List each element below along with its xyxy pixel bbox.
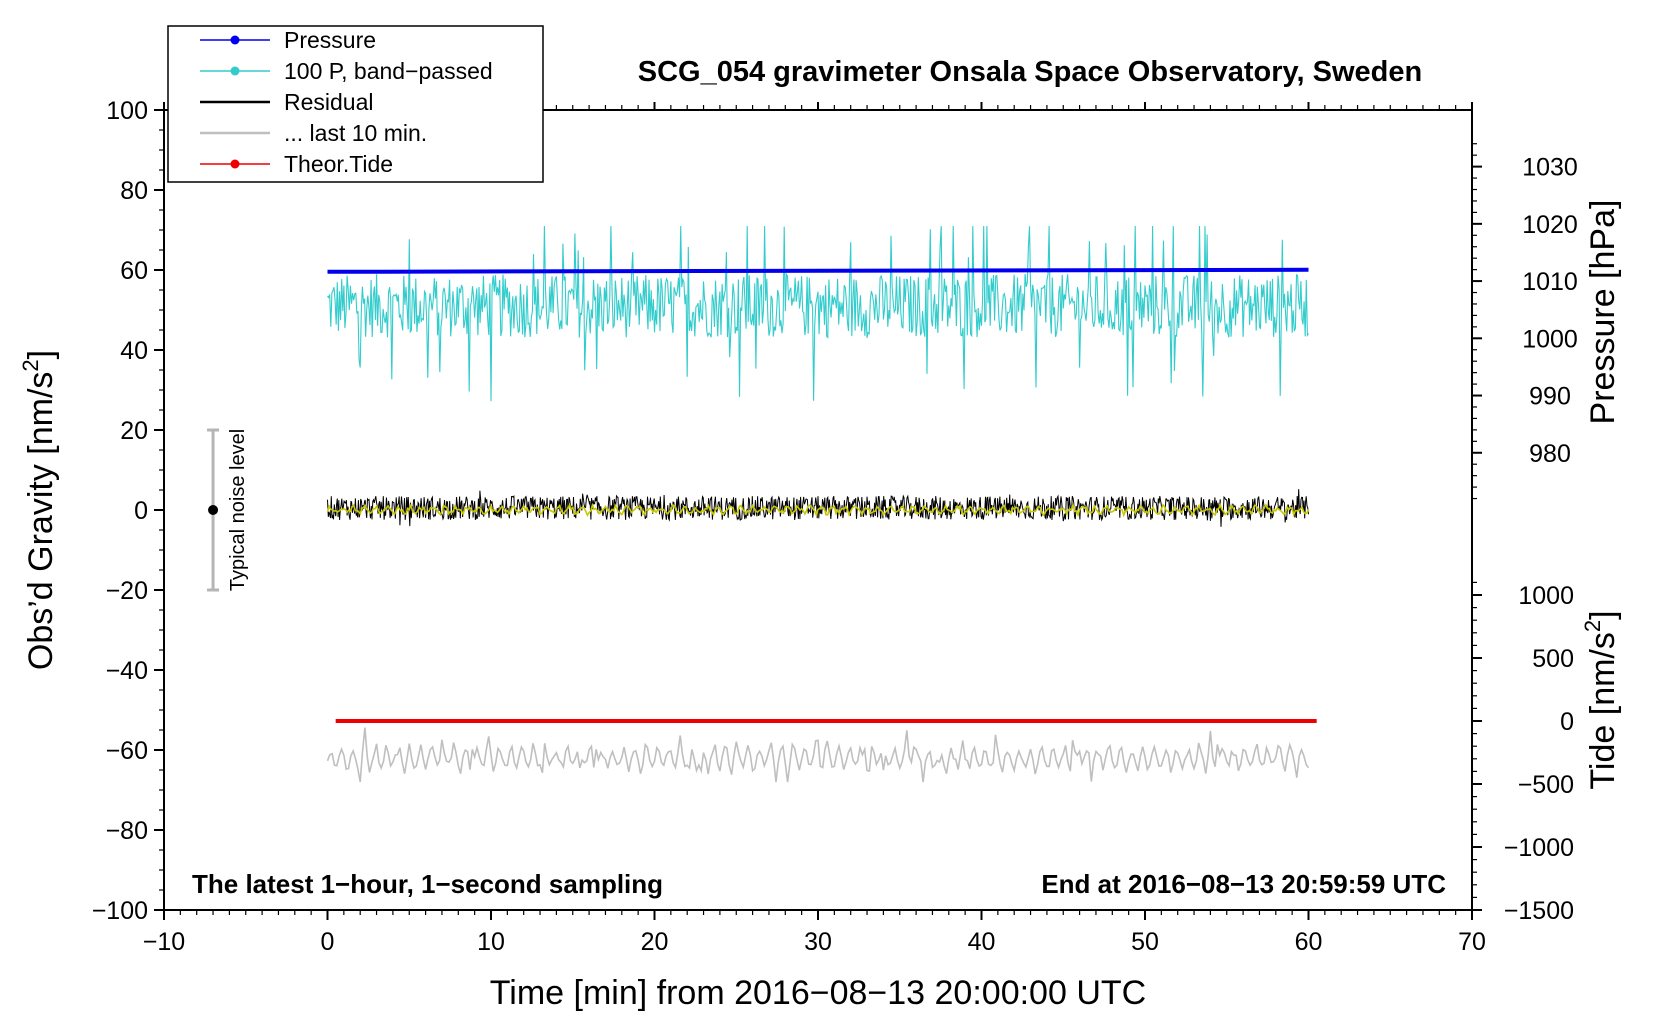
pressure-tick-label: 1020 [1522, 211, 1578, 239]
y-axis-label-gravity-text: Obs’d Gravity [nm/s [22, 372, 60, 671]
legend-marker [230, 66, 240, 76]
series-layer [326, 225, 1317, 783]
tide-tick-label: 500 [1532, 645, 1574, 673]
noise-level-marker: Typical noise level [207, 428, 249, 592]
y-axis-label-tide-close: ] [1584, 610, 1622, 619]
series-last-10-min [326, 727, 1310, 783]
legend-label: Residual [284, 89, 374, 115]
noise-level-dot [208, 505, 219, 515]
legend-marker [230, 159, 240, 169]
legend-label: Theor.Tide [284, 151, 393, 177]
tide-tick-label: −500 [1518, 771, 1574, 799]
y-tick-label: 20 [120, 417, 148, 445]
tide-tick-label: 0 [1560, 708, 1574, 736]
pressure-tick-label: 1030 [1522, 154, 1578, 182]
tide-tick-label: −1000 [1504, 834, 1574, 862]
y-tick-label: −40 [106, 657, 148, 685]
annotation-end-time: End at 2016−08−13 20:59:59 UTC [1041, 869, 1446, 899]
y-axis-label-gravity-close: ] [22, 350, 60, 359]
y-axis-label-pressure: Pressure [hPa] [1584, 200, 1622, 425]
y-tick-label: 0 [134, 497, 148, 525]
pressure-tick-label: 980 [1529, 440, 1571, 468]
x-tick-label: 50 [1131, 928, 1159, 956]
tide-tick-label: 1000 [1518, 582, 1574, 610]
x-tick-label: 70 [1458, 928, 1486, 956]
legend-label: ... last 10 min. [284, 120, 427, 146]
axis-ticks: −10 0 10 20 30 40 50 60 70−100−80−60−40−20020406… [92, 97, 1578, 956]
x-tick-label: 0 [321, 928, 335, 956]
legend-marker [230, 35, 240, 45]
series-bandpassed-pressure [327, 225, 1309, 402]
series-residual [327, 489, 1309, 527]
x-tick-label: −10 [143, 928, 185, 956]
y-axis-label-tide-sup: 2 [1580, 620, 1605, 632]
x-tick-label: 60 [1295, 928, 1323, 956]
legend-label: Pressure [284, 27, 376, 53]
noise-level-label: Typical noise level [227, 429, 249, 591]
chart-title: SCG_054 gravimeter Onsala Space Observat… [638, 56, 1422, 88]
x-axis-label: Time [min] from 2016−08−13 20:00:00 UTC [490, 974, 1146, 1012]
y-axis-label-tide-text: Tide [nm/s [1584, 632, 1622, 789]
pressure-tick-label: 1000 [1522, 325, 1578, 353]
pressure-tick-label: 1010 [1522, 268, 1578, 296]
series-residual-smoothed [326, 502, 1310, 518]
series-pressure [327, 267, 1309, 274]
y-tick-label: −100 [92, 897, 148, 925]
legend-box [167, 25, 544, 183]
tide-tick-label: −1500 [1504, 897, 1574, 925]
y-axis-label-tide: Tide [nm/s2] [1580, 610, 1622, 789]
y-tick-label: −60 [106, 737, 148, 765]
y-axis-label-gravity: Obs’d Gravity [nm/s2] [18, 350, 60, 670]
legend-label: 100 P, band−passed [284, 58, 493, 84]
annotation-sampling: The latest 1−hour, 1−second sampling [192, 869, 663, 899]
y-tick-label: −20 [106, 577, 148, 605]
y-tick-label: 80 [120, 177, 148, 205]
y-tick-label: 40 [120, 337, 148, 365]
x-tick-label: 20 [641, 928, 669, 956]
legend: Pressure 100 P, band−passed Residual ... la… [167, 25, 544, 183]
y-tick-label: 100 [106, 97, 148, 125]
y-axis-label-gravity-sup: 2 [18, 359, 43, 371]
y-tick-label: 60 [120, 257, 148, 285]
x-tick-label: 30 [804, 928, 832, 956]
pressure-tick-label: 990 [1529, 383, 1571, 411]
x-tick-label: 40 [968, 928, 996, 956]
x-tick-label: 10 [477, 928, 505, 956]
y-tick-label: −80 [106, 817, 148, 845]
